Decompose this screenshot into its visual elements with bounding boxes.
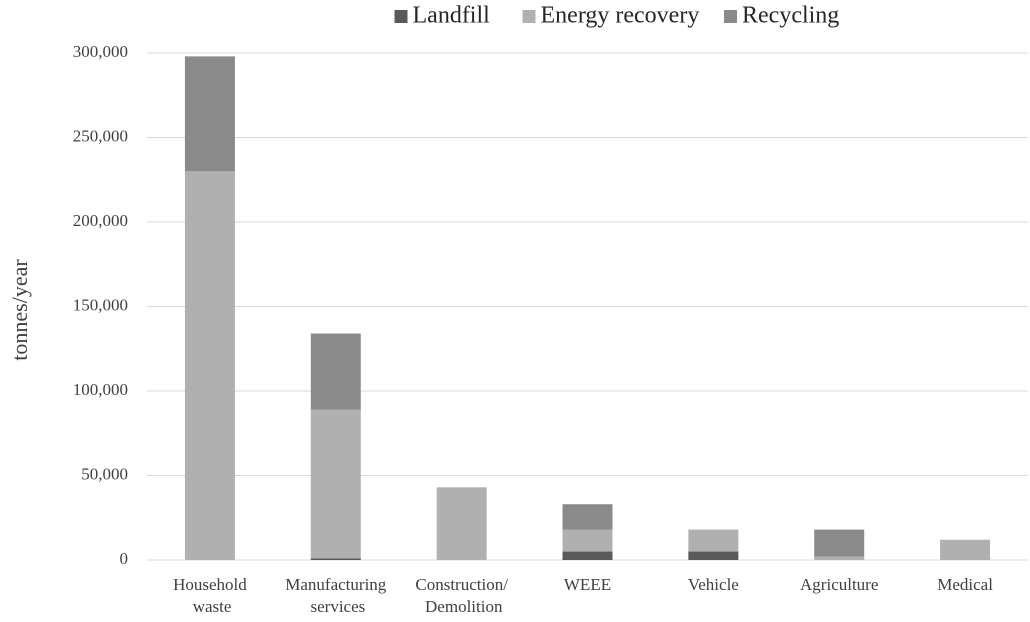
y-axis-label: tonnes/year	[7, 259, 32, 361]
legend: Landfill Energy recovery Recycling	[394, 3, 839, 29]
y-tick-label: 50,000	[81, 464, 128, 483]
legend-label: Recycling	[742, 3, 839, 29]
x-tick-label: Construction/ Demolition	[415, 575, 508, 616]
bar-segment	[688, 529, 739, 552]
bar-segment	[436, 487, 487, 560]
x-tick-label: Medical	[937, 575, 993, 594]
y-tick-label: 0	[120, 549, 129, 568]
legend-swatch	[724, 10, 737, 23]
x-tick-label: Manufacturing services	[285, 575, 387, 616]
y-tick-label: 100,000	[73, 380, 128, 399]
y-tick-label: 250,000	[73, 126, 128, 145]
y-tick-label: 300,000	[73, 42, 128, 61]
bar-segment	[562, 504, 613, 530]
x-tick-label: Vehicle	[688, 575, 739, 594]
y-tick-label: 200,000	[73, 211, 128, 230]
bar-segment	[562, 551, 613, 560]
x-tick-label: WEEE	[564, 575, 611, 594]
legend-swatch	[522, 10, 536, 23]
bar-segment	[940, 539, 991, 560]
bar-segment	[310, 333, 361, 410]
legend-label: Landfill	[413, 3, 491, 29]
bar-segment	[814, 529, 865, 557]
bar-segment	[184, 171, 235, 561]
bar-segment	[184, 56, 235, 172]
bar-segment	[814, 556, 865, 560]
legend-label: Energy recovery	[541, 3, 700, 29]
bar-segment	[688, 551, 739, 560]
x-tick-label: Agriculture	[800, 575, 878, 594]
bar-segment	[310, 558, 361, 560]
bar-segment	[562, 529, 613, 552]
legend-swatch	[394, 10, 408, 23]
bar-segment	[310, 409, 361, 559]
x-tick-label: Household waste	[173, 575, 247, 616]
y-tick-label: 150,000	[73, 295, 128, 314]
